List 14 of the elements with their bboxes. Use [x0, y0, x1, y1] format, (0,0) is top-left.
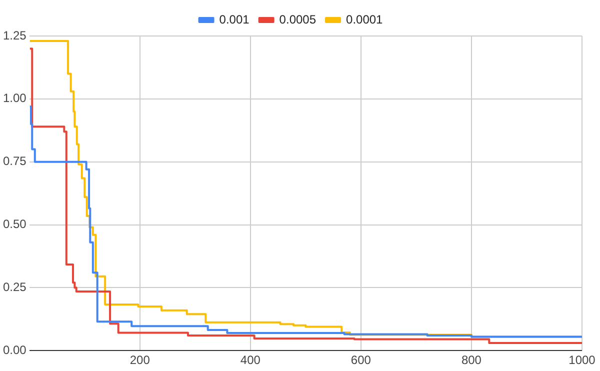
x-tick-label: 200 — [130, 353, 150, 368]
legend-label: 0.001 — [219, 12, 250, 26]
x-tick-label: 400 — [240, 353, 261, 368]
x-tick-label: 600 — [350, 353, 372, 368]
x-tick-label: 800 — [461, 353, 482, 368]
y-tick-label: 1.25 — [2, 28, 27, 42]
y-tick-label: 1.00 — [2, 91, 27, 106]
y-tick-label: 0.25 — [2, 280, 27, 294]
legend-label: 0.0001 — [346, 12, 384, 26]
y-tick-label: 0.50 — [2, 217, 27, 232]
y-tick-label: 0.75 — [2, 154, 27, 168]
x-tick-label: 1000 — [568, 353, 596, 368]
legend-label: 0.0005 — [279, 12, 316, 26]
y-tick-label: 0.00 — [2, 342, 27, 357]
